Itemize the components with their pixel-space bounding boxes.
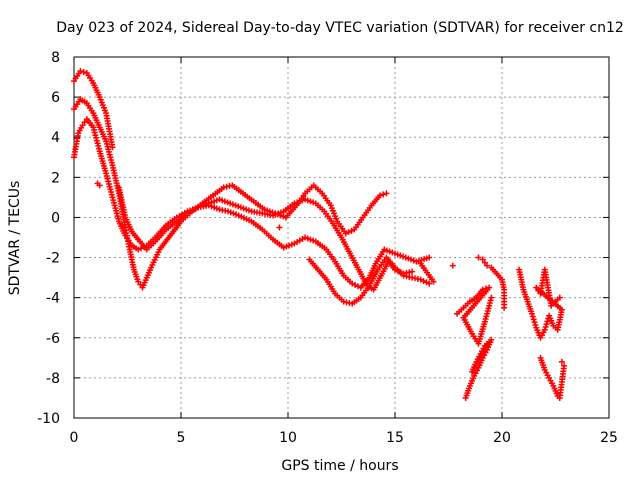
data-points xyxy=(71,68,568,401)
y-tick-label: -6 xyxy=(46,331,60,347)
series-track-d xyxy=(306,254,433,307)
data-point xyxy=(481,259,488,266)
axis-ticks xyxy=(73,56,610,419)
series-track-c xyxy=(71,116,416,293)
data-point xyxy=(81,119,88,126)
data-point xyxy=(79,122,86,129)
tick-labels: 0 5 10 15 20 25 -10 -8 -6 -4 -2 0 2 4 6 8 xyxy=(37,50,618,446)
series-isolated xyxy=(94,180,437,285)
x-tick-label: 25 xyxy=(600,430,618,446)
data-point xyxy=(533,284,540,291)
chart-title: Day 023 of 2024, Sidereal Day-to-day VTE… xyxy=(56,20,624,36)
data-point xyxy=(80,69,87,76)
series-track-h xyxy=(537,354,568,401)
data-point xyxy=(561,362,568,369)
data-point xyxy=(409,268,416,275)
data-point xyxy=(426,254,433,261)
data-point xyxy=(532,321,539,328)
data-point xyxy=(426,280,433,287)
y-tick-label: 0 xyxy=(51,210,60,226)
series-track-g xyxy=(475,254,565,341)
data-point xyxy=(377,192,384,199)
data-point xyxy=(530,316,537,323)
x-tick-label: 15 xyxy=(386,430,404,446)
series-track-e xyxy=(449,262,495,347)
series-track-f xyxy=(462,336,495,401)
data-point xyxy=(484,262,491,269)
data-point xyxy=(383,190,390,197)
y-tick-label: -2 xyxy=(46,251,60,267)
data-point xyxy=(430,278,437,285)
data-point xyxy=(542,323,549,330)
data-point xyxy=(501,304,508,311)
x-tick-label: 5 xyxy=(177,430,186,446)
data-point xyxy=(96,182,103,189)
data-point xyxy=(135,278,142,285)
data-point xyxy=(486,338,493,345)
y-tick-label: -4 xyxy=(46,291,60,307)
y-tick-label: 8 xyxy=(51,50,60,66)
data-point xyxy=(380,191,387,198)
x-axis-label: GPS time / hours xyxy=(281,458,398,474)
x-tick-label: 20 xyxy=(493,430,511,446)
data-point xyxy=(531,319,538,326)
data-point xyxy=(77,68,84,75)
data-point xyxy=(449,262,456,269)
data-point xyxy=(529,313,536,320)
series-track-a xyxy=(71,68,433,291)
data-point xyxy=(541,326,548,333)
data-point xyxy=(543,321,550,328)
x-tick-label: 0 xyxy=(70,430,79,446)
y-tick-label: 6 xyxy=(51,90,60,106)
data-point xyxy=(475,254,482,261)
y-tick-label: -10 xyxy=(37,411,60,427)
data-point xyxy=(528,310,535,317)
grid-lines xyxy=(74,57,609,418)
y-tick-label: -8 xyxy=(46,371,60,387)
y-tick-label: 4 xyxy=(51,130,60,146)
series-track-b xyxy=(71,96,390,291)
data-point xyxy=(276,224,283,231)
x-tick-label: 10 xyxy=(279,430,297,446)
y-axis-label: SDTVAR / TECUs xyxy=(7,181,23,296)
data-point xyxy=(479,256,486,263)
data-point xyxy=(558,358,565,365)
data-point xyxy=(488,294,495,301)
data-point xyxy=(556,294,563,301)
y-tick-label: 2 xyxy=(51,170,60,186)
plot-frame xyxy=(73,56,610,419)
